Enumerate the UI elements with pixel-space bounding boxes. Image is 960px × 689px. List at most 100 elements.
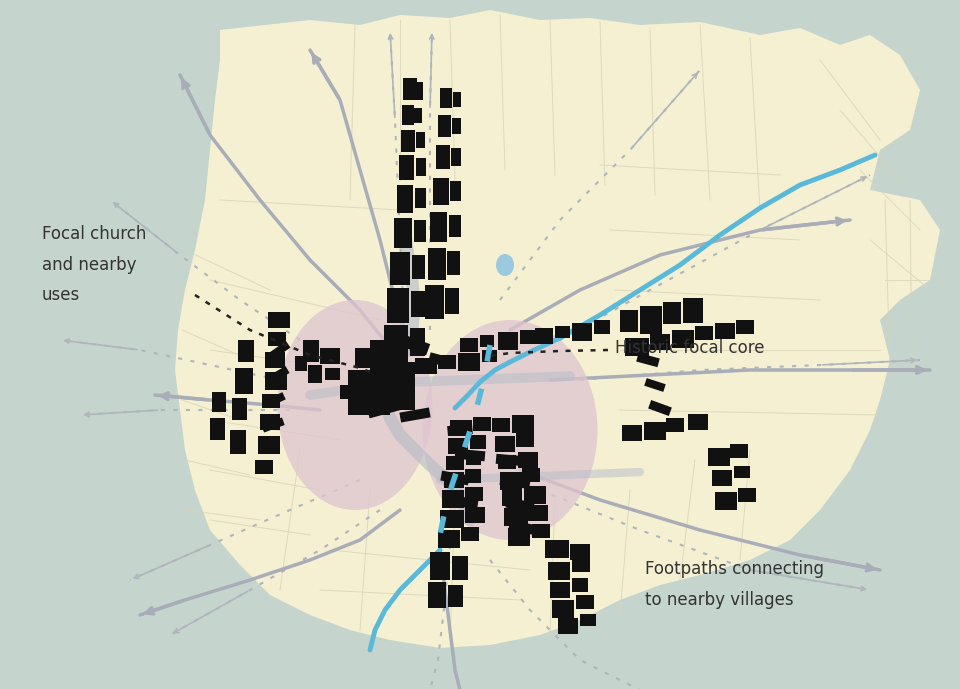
Bar: [370, 355, 398, 373]
Bar: [516, 433, 534, 447]
FancyBboxPatch shape: [505, 497, 535, 513]
Bar: [433, 178, 449, 205]
Bar: [594, 320, 610, 334]
Bar: [430, 552, 450, 580]
Bar: [394, 218, 412, 248]
Bar: [495, 436, 515, 452]
Bar: [465, 469, 481, 483]
Bar: [320, 348, 340, 364]
Text: Focal church
and nearby
uses: Focal church and nearby uses: [42, 225, 146, 305]
Bar: [650, 334, 670, 350]
FancyBboxPatch shape: [264, 392, 286, 408]
Bar: [401, 130, 415, 152]
Bar: [460, 338, 478, 352]
Bar: [508, 528, 530, 546]
Bar: [683, 298, 703, 323]
Bar: [576, 595, 594, 609]
Bar: [325, 368, 340, 380]
Bar: [387, 288, 409, 323]
Bar: [440, 88, 452, 108]
FancyBboxPatch shape: [267, 366, 290, 384]
Bar: [520, 330, 536, 344]
Text: Footpaths connecting
to nearby villages: Footpaths connecting to nearby villages: [645, 560, 824, 608]
Bar: [498, 332, 518, 350]
Bar: [428, 248, 446, 280]
Bar: [465, 507, 485, 523]
Bar: [492, 418, 510, 432]
Bar: [622, 425, 642, 441]
Bar: [412, 255, 425, 279]
FancyBboxPatch shape: [270, 341, 291, 359]
Bar: [522, 468, 540, 482]
Bar: [232, 398, 247, 420]
Bar: [450, 181, 461, 201]
Bar: [461, 527, 479, 541]
Bar: [524, 486, 546, 504]
Bar: [438, 530, 460, 548]
Bar: [262, 394, 280, 408]
Bar: [384, 325, 408, 363]
Bar: [450, 420, 472, 436]
Bar: [397, 185, 413, 213]
FancyBboxPatch shape: [495, 454, 524, 466]
Bar: [580, 614, 596, 626]
Polygon shape: [175, 10, 940, 648]
Bar: [365, 370, 380, 395]
Bar: [518, 452, 538, 468]
Bar: [558, 618, 578, 634]
Bar: [265, 352, 285, 368]
Bar: [425, 285, 444, 319]
Bar: [428, 582, 446, 608]
Bar: [730, 444, 748, 458]
Bar: [370, 340, 388, 355]
Bar: [498, 455, 516, 469]
Bar: [416, 132, 425, 148]
FancyBboxPatch shape: [428, 352, 452, 368]
Bar: [295, 356, 307, 371]
Bar: [355, 348, 385, 368]
FancyBboxPatch shape: [261, 418, 285, 433]
Bar: [572, 578, 588, 592]
Bar: [430, 212, 447, 242]
Bar: [715, 492, 737, 510]
Bar: [480, 335, 494, 347]
FancyBboxPatch shape: [455, 449, 486, 462]
Bar: [260, 414, 280, 430]
Bar: [504, 508, 528, 526]
Bar: [552, 600, 574, 618]
Bar: [413, 82, 423, 100]
Bar: [380, 362, 415, 410]
Bar: [663, 302, 681, 324]
Bar: [666, 418, 684, 432]
Ellipse shape: [496, 254, 514, 276]
FancyBboxPatch shape: [399, 335, 430, 356]
Bar: [688, 414, 708, 430]
Bar: [403, 78, 417, 100]
Bar: [644, 422, 666, 440]
FancyBboxPatch shape: [441, 471, 469, 485]
Bar: [550, 582, 570, 598]
Bar: [416, 158, 426, 176]
Bar: [440, 510, 464, 528]
Bar: [535, 328, 553, 344]
Bar: [390, 252, 410, 285]
Bar: [738, 488, 756, 502]
Bar: [715, 323, 735, 339]
Bar: [212, 392, 226, 412]
Bar: [734, 466, 750, 478]
Bar: [473, 417, 491, 431]
Bar: [449, 215, 461, 237]
Bar: [465, 487, 483, 501]
Bar: [452, 118, 461, 134]
Bar: [438, 115, 451, 137]
Bar: [210, 418, 225, 440]
FancyBboxPatch shape: [445, 495, 478, 509]
Bar: [625, 338, 649, 356]
Bar: [414, 220, 426, 242]
FancyBboxPatch shape: [636, 353, 660, 367]
Bar: [399, 155, 414, 180]
Bar: [303, 340, 319, 362]
Bar: [640, 306, 662, 334]
Bar: [448, 585, 463, 607]
FancyBboxPatch shape: [508, 520, 541, 536]
